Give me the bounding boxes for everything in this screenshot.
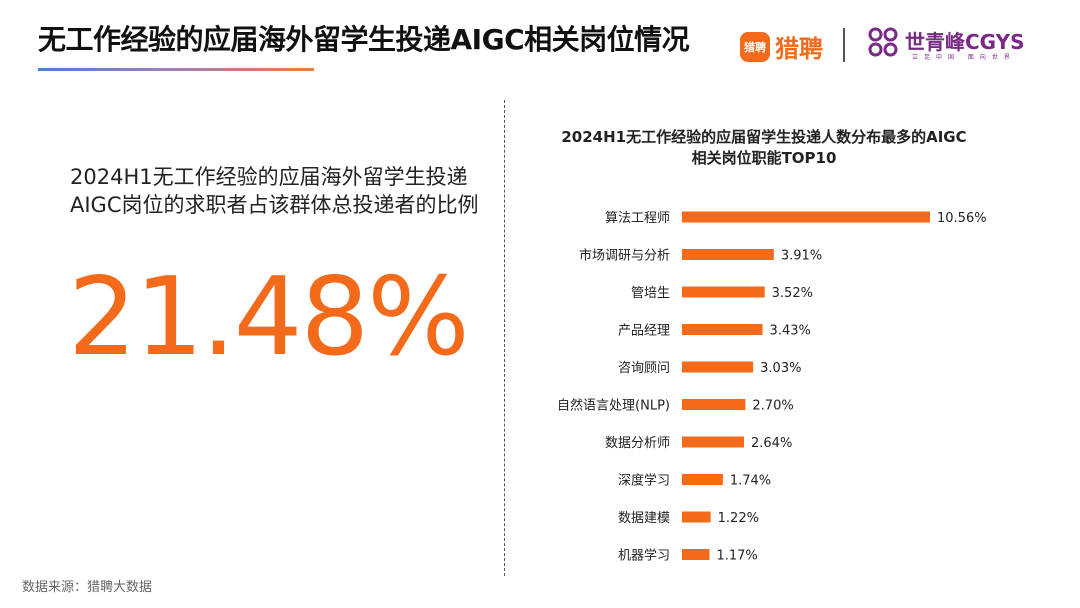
category-label: 自然语言处理(NLP) (557, 398, 670, 414)
category-label: 产品经理 (618, 324, 670, 339)
bar-value-label: 1.74% (730, 474, 771, 489)
bar-value-label: 2.70% (752, 399, 793, 414)
bar-value-label: 2.64% (751, 436, 792, 451)
bar (682, 361, 754, 373)
bar-value-label: 10.56% (937, 211, 987, 226)
category-label: 咨询顾问 (618, 361, 670, 376)
cgys-logo: 世青峰CGYS 立足中国 面向世界 (868, 24, 1043, 64)
category-label: 数据分析师 (605, 436, 670, 451)
bar-value-label: 3.91% (781, 249, 822, 264)
category-label: 算法工程师 (605, 211, 670, 226)
bar (682, 511, 711, 523)
bar (682, 249, 774, 260)
bar-value-label: 1.22% (718, 511, 759, 526)
cgys-logo-icon (868, 27, 898, 57)
bar (682, 436, 744, 448)
category-label: 市场调研与分析 (579, 248, 670, 264)
bar-value-label: 3.52% (772, 286, 813, 301)
liepin-logo: 猎聘 猎聘 (740, 29, 823, 64)
bar (682, 211, 930, 223)
bar-chart: 算法工程师 10.56% 市场调研与分析 3.91% 管培生 3.52% 产品经理 3.43%… (557, 211, 987, 564)
liepin-logo-text: 猎聘 (775, 35, 823, 63)
panel-divider (504, 100, 505, 576)
page-title: 无工作经验的应届海外留学生投递AIGC相关岗位情况 (38, 23, 690, 56)
metric-label: 2024H1无工作经验的应届海外留学生投递AIGC岗位的求职者占该群体总投递者的… (70, 165, 479, 217)
cgys-logo-tagline: 立足中国 面向世界 (912, 54, 1016, 61)
category-label: 数据建模 (618, 511, 670, 526)
metric-value: 21.48% (68, 255, 470, 380)
bar-value-label: 1.17% (716, 549, 757, 564)
cgys-logo-name: 世青峰CGYS (905, 30, 1025, 54)
logo-separator (843, 28, 845, 62)
bar (682, 324, 763, 335)
bar-value-label: 3.43% (770, 324, 811, 339)
category-label: 管培生 (631, 285, 670, 301)
liepin-logo-icon: 猎聘 (740, 31, 770, 62)
bar (682, 286, 765, 298)
chart-title: 2024H1无工作经验的应届留学生投递人数分布最多的AIGC相关岗位职能TOP1… (561, 128, 967, 167)
title-underline (38, 68, 314, 71)
category-label: 机器学习 (618, 548, 670, 564)
source-note: 数据来源：猎聘大数据 (22, 580, 153, 595)
category-label: 深度学习 (618, 473, 670, 489)
bar-value-label: 3.03% (760, 361, 801, 376)
bar (682, 474, 723, 485)
bar (682, 549, 710, 560)
bar (682, 399, 746, 410)
